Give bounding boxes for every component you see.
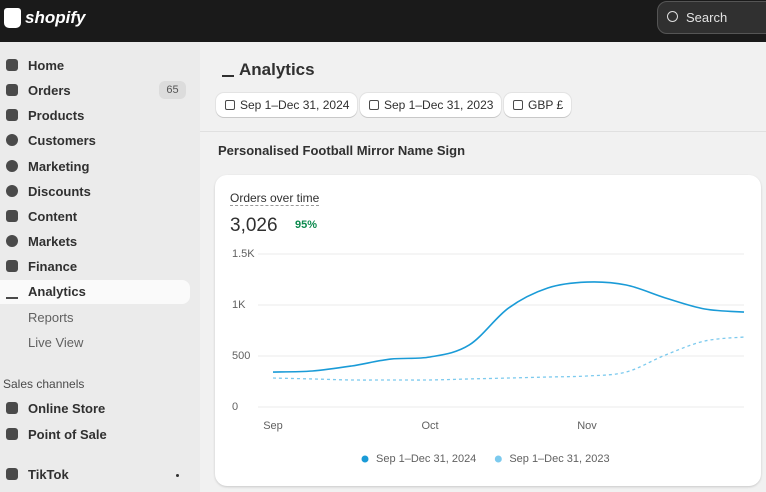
page-title: Analytics — [239, 60, 315, 79]
icon — [6, 285, 18, 299]
search-text: Search — [686, 10, 728, 25]
kpi-change: 95% — [295, 219, 318, 231]
icon — [6, 468, 18, 480]
x-tick-label: Nov — [577, 420, 597, 432]
icon — [6, 260, 18, 272]
nav-item[interactable]: Online Store — [28, 401, 106, 416]
icon — [6, 59, 18, 71]
icon — [6, 428, 18, 440]
y-tick-label: 0 — [232, 401, 238, 413]
chart: 0 500 1K 1.5K Sep Oct Nov Sep 1–Dec 31, 2024 Sep… — [232, 248, 745, 465]
nav-item[interactable]: Customers — [28, 133, 96, 148]
nav-item[interactable]: Marketing — [28, 159, 90, 174]
nav-subitem[interactable]: Live View — [28, 335, 84, 350]
legend-label: Sep 1–Dec 31, 2023 — [509, 453, 609, 465]
sidebar: Home Orders 65 Products Customers Market… — [0, 42, 200, 492]
icon — [6, 210, 18, 222]
nav-item[interactable]: Home — [28, 58, 65, 73]
series-line — [272, 336, 745, 381]
nav-item[interactable]: Content — [28, 209, 78, 224]
nav-item[interactable]: Analytics — [28, 284, 86, 299]
divider — [200, 131, 766, 132]
y-tick-label: 1K — [232, 299, 246, 311]
y-tick-label: 1.5K — [232, 248, 255, 260]
logo-icon — [4, 8, 21, 28]
chart-card: Orders over time 3,026 95% 0 500 1K 1.5K Sep… — [215, 175, 761, 486]
section-title: Personalised Football Mirror Name Sign — [218, 143, 466, 158]
legend-label: Sep 1–Dec 31, 2024 — [376, 453, 476, 465]
nav-item[interactable]: Products — [28, 108, 85, 123]
icon — [6, 109, 18, 121]
icon — [6, 160, 18, 172]
icon — [6, 134, 18, 146]
nav-item[interactable]: Point of Sale — [28, 427, 107, 442]
analytics-icon — [222, 63, 234, 77]
date-filter[interactable]: Sep 1–Dec 31, 2024 — [216, 93, 358, 117]
kpi-value: 3,026 — [230, 215, 278, 236]
nav-subitem[interactable]: Reports — [28, 310, 74, 325]
compare-filter[interactable]: Sep 1–Dec 31, 2023 — [360, 93, 502, 117]
search-box[interactable]: Search — [657, 1, 766, 34]
section-heading[interactable]: Sales channels — [3, 377, 85, 391]
x-tick-label: Sep — [263, 420, 283, 432]
top-bar: shopify Search — [0, 0, 766, 42]
currency-filter[interactable]: GBP £ — [504, 93, 572, 117]
dot — [176, 474, 179, 477]
selected-bg — [0, 280, 190, 304]
badge: 65 — [159, 81, 186, 99]
legend-swatch — [361, 455, 369, 463]
y-tick-label: 500 — [232, 350, 250, 362]
nav-item[interactable]: Discounts — [28, 184, 91, 199]
nav-item[interactable]: Finance — [28, 259, 78, 274]
chart-title[interactable]: Orders over time — [230, 191, 320, 206]
nav-item[interactable]: Markets — [28, 234, 78, 249]
icon — [6, 402, 18, 414]
nav-item[interactable]: TikTok — [28, 467, 69, 482]
icon — [6, 235, 18, 247]
search-icon — [667, 11, 678, 22]
icon — [6, 185, 18, 197]
legend-swatch — [494, 455, 502, 463]
series-line — [272, 281, 745, 373]
logo[interactable]: shopify — [25, 8, 86, 27]
x-tick-label: Oct — [421, 420, 438, 432]
nav-item[interactable]: Orders — [28, 83, 71, 98]
icon — [6, 84, 18, 96]
